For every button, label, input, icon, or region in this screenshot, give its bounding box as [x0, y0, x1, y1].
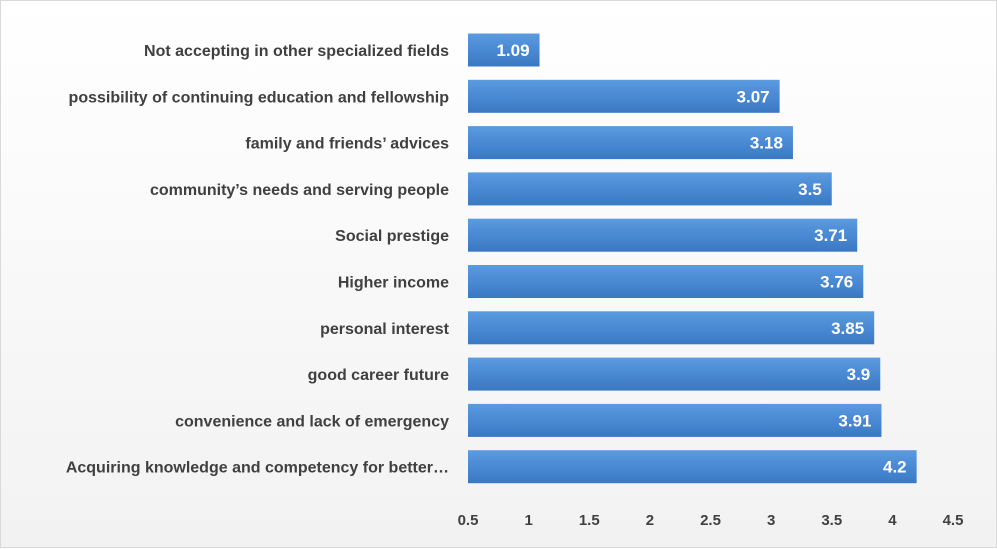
category-label-9: Acquiring knowledge and competency for b…	[66, 460, 449, 477]
bar-4	[468, 218, 858, 252]
bar-7	[468, 357, 881, 391]
bar-9	[468, 450, 917, 484]
x-tick-label-7: 4	[888, 512, 897, 529]
value-label-9: 4.2	[883, 458, 907, 477]
x-tick-label-6: 3.5	[821, 512, 842, 529]
x-tick-label-3: 2	[646, 512, 654, 529]
bar-0	[468, 33, 540, 67]
x-tick-label-0: 0.5	[458, 512, 479, 529]
category-label-0: Not accepting in other specialized field…	[144, 43, 449, 60]
bar-5	[468, 265, 864, 298]
category-label-8: convenience and lack of emergency	[175, 413, 449, 430]
value-label-5: 3.76	[820, 273, 853, 292]
value-label-2: 3.18	[750, 134, 783, 153]
category-labels: Not accepting in other specialized field…	[66, 43, 450, 477]
value-label-7: 3.9	[847, 365, 871, 384]
x-tick-label-1: 1	[524, 512, 532, 529]
category-label-4: Social prestige	[335, 228, 449, 245]
value-label-4: 3.71	[814, 226, 847, 245]
category-label-1: possibility of continuing education and …	[69, 89, 450, 106]
value-label-3: 3.5	[798, 180, 822, 199]
category-label-3: community’s needs and serving people	[150, 182, 449, 199]
x-tick-label-5: 3	[767, 512, 775, 529]
bar-3	[468, 172, 832, 206]
bar-8	[468, 403, 882, 437]
category-label-2: family and friends’ advices	[245, 136, 449, 153]
value-label-0: 1.09	[496, 41, 529, 60]
bar-1	[468, 79, 780, 113]
value-label-1: 3.07	[737, 87, 770, 106]
category-label-6: personal interest	[320, 321, 450, 338]
x-axis-ticks: 0.5 1 1.5 2 2.5 3 3.5 4 4.5	[458, 512, 964, 529]
x-tick-label-4: 2.5	[700, 512, 721, 529]
x-tick-label-2: 1.5	[579, 512, 600, 529]
bars-layer: 1.09 3.07 3.18 3.5 3.71 3.76 3.85 3.9 3.91 4.2	[468, 33, 917, 484]
x-tick-label-8: 4.5	[943, 512, 964, 529]
value-label-8: 3.91	[838, 411, 871, 430]
bar-6	[468, 311, 875, 345]
category-label-7: good career future	[308, 367, 449, 384]
category-label-5: Higher income	[338, 275, 449, 292]
bar-2	[468, 126, 793, 160]
value-label-6: 3.85	[831, 319, 864, 338]
